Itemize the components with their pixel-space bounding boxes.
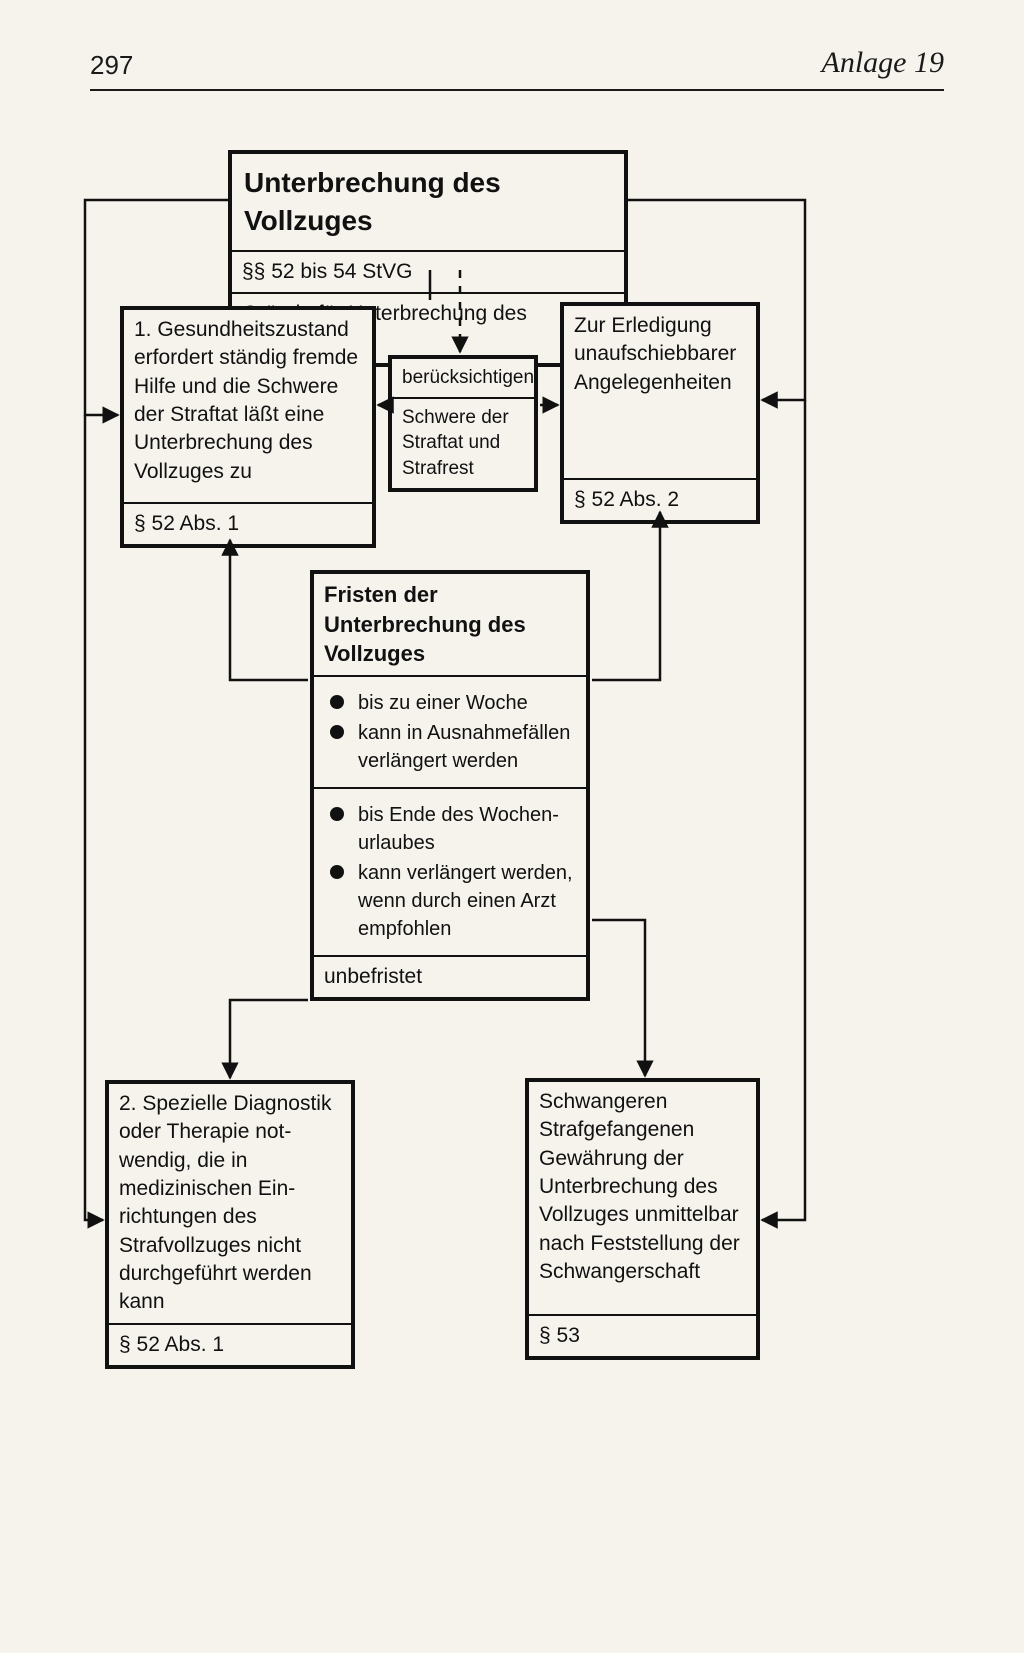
left1-body: 1. Gesundheitszustand erfordert ständig … — [124, 310, 372, 504]
bullet-row: kann verlängert werden, wenn durch einen… — [326, 859, 574, 943]
right1-body: Zur Erledigung unaufschiebbarer Angelege… — [564, 306, 756, 480]
bullet-dot-icon — [330, 865, 344, 879]
edge — [85, 415, 103, 1220]
bullet-text: kann in Aus­nahmefällen verlängert werde… — [358, 719, 574, 775]
anlage-label: Anlage 19 — [822, 46, 944, 80]
bullet-row: kann in Aus­nahmefällen verlängert werde… — [326, 719, 574, 775]
left2-foot: § 52 Abs. 1 — [109, 1325, 351, 1365]
edge — [592, 920, 645, 1076]
center-foot: unbefristet — [314, 957, 586, 997]
bullet-row: bis Ende des Wochen­urlaubes — [326, 801, 574, 857]
center-bullets-a: bis zu einer Wochekann in Aus­nahmefälle… — [314, 677, 586, 789]
right2-body: Schwangeren Strafge­fangenen Gewährung d… — [529, 1082, 756, 1316]
edge — [762, 400, 805, 1220]
edge — [230, 540, 308, 680]
page-header: 297 Anlage 19 — [90, 50, 944, 91]
box-consider: berücksichtigen: Schwere der Straftat un… — [388, 355, 538, 492]
bullet-text: kann verlängert werden, wenn durch einen… — [358, 859, 574, 943]
top-row2: §§ 52 bis 54 StVG — [232, 252, 624, 294]
bullet-text: bis zu einer Woche — [358, 689, 574, 717]
bullet-dot-icon — [330, 807, 344, 821]
consider-head: berücksichtigen: — [392, 359, 534, 399]
left2-body: 2. Spezielle Diagnostik oder Therapie no… — [109, 1084, 351, 1325]
right1-foot: § 52 Abs. 2 — [564, 480, 756, 520]
box-right1: Zur Erledigung unaufschiebbarer Angelege… — [560, 302, 760, 524]
bullet-dot-icon — [330, 725, 344, 739]
top-title: Unterbrechung des Vollzuges — [232, 154, 624, 252]
edge — [592, 512, 660, 680]
box-right2: Schwangeren Strafge­fangenen Gewährung d… — [525, 1078, 760, 1360]
bullet-row: bis zu einer Woche — [326, 689, 574, 717]
bullet-dot-icon — [330, 695, 344, 709]
consider-body: Schwere der Straftat und Strafrest — [392, 399, 534, 488]
edge — [230, 1000, 308, 1078]
right2-foot: § 53 — [529, 1316, 756, 1356]
center-bullets-b: bis Ende des Wochen­urlaubeskann verläng… — [314, 789, 586, 957]
center-title: Fristen der Unterbrechung des Vollzuges — [314, 574, 586, 677]
left1-foot: § 52 Abs. 1 — [124, 504, 372, 544]
box-center: Fristen der Unterbrechung des Vollzuges … — [310, 570, 590, 1001]
box-left1: 1. Gesundheitszustand erfordert ständig … — [120, 306, 376, 548]
box-left2: 2. Spezielle Diagnostik oder Therapie no… — [105, 1080, 355, 1369]
page-number: 297 — [90, 50, 133, 80]
bullet-text: bis Ende des Wochen­urlaubes — [358, 801, 574, 857]
page: 297 Anlage 19 Unterbrechung des Vollzuge… — [0, 0, 1024, 1653]
